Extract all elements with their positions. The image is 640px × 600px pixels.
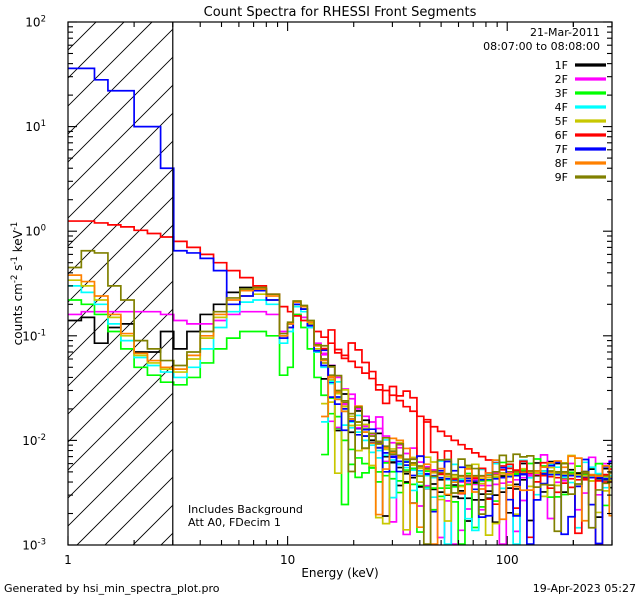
y-axis-title-p1: s: [11, 265, 25, 275]
hatch-line: [609, 22, 640, 545]
chart-title: Count Spectra for RHESSI Front Segments: [204, 5, 477, 20]
legend-label-6f[interactable]: 6F: [555, 129, 568, 142]
y-tick-label-5: 10-3: [22, 538, 46, 553]
spectrum-tail-4f: [321, 380, 612, 545]
hatch-line: [68, 252, 173, 359]
annotation-includes-background: Includes Background: [188, 503, 303, 516]
axis-ticks: [67, 21, 613, 546]
spectrum-tail-1f: [321, 364, 612, 524]
spectrum-tail-3f: [321, 397, 612, 545]
legend-label-5f[interactable]: 5F: [555, 115, 568, 128]
hatch-line: [189, 22, 640, 545]
observation-date: 21-Mar-2011: [530, 26, 600, 39]
hatch-line: [68, 392, 173, 499]
y-tick-exponent-3: -1: [38, 328, 46, 338]
y-tick-label-4: 10-2: [22, 433, 46, 448]
hatch-line: [68, 28, 173, 135]
y-tick-label-3: 10-1: [22, 328, 46, 343]
y-tick-label-2: 100: [25, 224, 46, 239]
legend-label-9f[interactable]: 9F: [555, 171, 568, 184]
legend-label-3f[interactable]: 3F: [555, 87, 568, 100]
y-axis-title: counts cm-2 s-1 keV-1: [10, 222, 25, 346]
hatch-line: [68, 196, 173, 303]
y-tick-label-0: 102: [25, 15, 46, 30]
hatch-line: [357, 22, 640, 545]
spectrum-tail-8f: [321, 375, 612, 545]
x-tick-label-2: 100: [496, 553, 519, 567]
hatch-line: [68, 420, 173, 527]
spectrum-tail-6f: [321, 329, 612, 545]
hatch-line: [68, 364, 173, 471]
x-tick-label-1: 10: [280, 553, 295, 567]
y-tick-label-1: 101: [25, 119, 46, 134]
x-axis-title: Energy (keV): [301, 566, 378, 580]
hatch-line: [68, 224, 173, 331]
legend-label-1f[interactable]: 1F: [555, 59, 568, 72]
legend-label-8f[interactable]: 8F: [555, 157, 568, 170]
y-axis-title-p0: counts cm: [11, 283, 25, 345]
hatch-lines: [68, 22, 640, 545]
x-tick-label-0: 1: [64, 553, 72, 567]
legend-label-4f[interactable]: 4F: [555, 101, 568, 114]
y-tick-exponent-4: -2: [38, 433, 46, 443]
hatch-line: [68, 56, 173, 163]
y-axis-title-sup1: -1: [10, 256, 20, 264]
plot-frame: [67, 21, 613, 546]
y-tick-mantissa-1: 10: [25, 120, 40, 134]
spectrum-tail-7f: [321, 349, 612, 545]
y-tick-mantissa-3: 10: [22, 329, 37, 343]
y-tick-mantissa-5: 10: [22, 539, 37, 553]
y-tick-mantissa-4: 10: [22, 434, 37, 448]
y-tick-mantissa-2: 10: [25, 225, 40, 239]
spectrum-tail-9f: [321, 344, 612, 545]
hatch-line: [68, 280, 173, 387]
hatch-region: [68, 22, 640, 545]
hatch-line: [76, 448, 173, 545]
footer-timestamp: 19-Apr-2023 05:27: [533, 582, 636, 595]
legend-label-2f[interactable]: 2F: [555, 73, 568, 86]
y-tick-exponent-0: 2: [41, 15, 46, 25]
y-tick-exponent-2: 0: [41, 224, 46, 234]
hatch-line: [68, 84, 173, 191]
y-tick-exponent-5: -3: [38, 538, 46, 548]
spectrum-tail-5f: [321, 389, 612, 536]
y-axis-title-p2: keV: [11, 229, 25, 256]
y-axis-title-sup2: -1: [10, 222, 20, 230]
legend-label-7f[interactable]: 7F: [555, 143, 568, 156]
y-tick-mantissa-0: 10: [25, 16, 40, 30]
annotation-attenuator-state: Att A0, FDecim 1: [188, 516, 281, 529]
y-tick-exponent-1: 1: [41, 119, 46, 129]
y-axis-title-sup0: -2: [10, 275, 20, 283]
spectra-traces: [68, 67, 612, 545]
observation-time-range: 08:07:00 to 08:08:00: [483, 40, 600, 53]
hatch-line: [104, 476, 173, 545]
footer-generator: Generated by hsi_min_spectra_plot.pro: [4, 582, 220, 595]
hatch-line: [273, 22, 640, 545]
